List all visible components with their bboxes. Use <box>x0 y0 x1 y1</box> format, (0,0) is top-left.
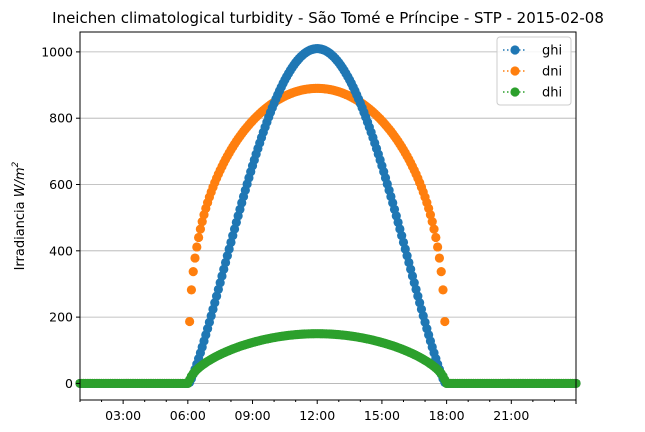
plot-frame <box>79 31 577 401</box>
y-axis-label: Irradiancia W/m2 <box>11 161 28 270</box>
dni-point-196 <box>427 216 437 227</box>
y-axis: 0 200 400 600 800 1000 <box>41 44 80 391</box>
dni-point-203 <box>440 316 450 327</box>
chart-title: Ineichen climatological turbidity - São … <box>52 9 604 27</box>
legend-label-ghi: ghi <box>542 44 562 59</box>
dni-point-63 <box>188 267 198 277</box>
y-axis-label-unit: W/m <box>13 167 28 197</box>
legend: ghi dni dhi <box>496 36 572 106</box>
x-tick-label-2: 09:00 <box>235 408 271 423</box>
x-tick-label-5: 18:00 <box>429 408 465 423</box>
dni-point-199 <box>433 242 443 252</box>
legend-label-dhi: dhi <box>542 86 562 101</box>
dni-point-67 <box>195 224 206 234</box>
series-layer <box>75 43 581 389</box>
x-tick-label-4: 15:00 <box>364 408 400 423</box>
y-axis-label-unit-exponent: 2 <box>11 161 21 167</box>
series-dhi <box>75 329 581 389</box>
dni-point-64 <box>190 253 200 263</box>
dni-point-202 <box>438 285 448 295</box>
x-tick-label-0: 03:00 <box>105 408 141 423</box>
dni-point-66 <box>194 232 204 243</box>
dni-point-65 <box>192 242 202 252</box>
dni-point-198 <box>431 232 441 243</box>
x-tick-label-6: 21:00 <box>493 408 529 423</box>
y-tick-label-5: 1000 <box>41 44 73 59</box>
y-axis-label-prefix: Irradiancia <box>13 197 28 270</box>
y-tick-label-0: 0 <box>65 376 73 391</box>
dni-point-200 <box>434 253 445 263</box>
y-tick-label-2: 400 <box>49 243 73 258</box>
y-tick-label-4: 800 <box>49 111 73 126</box>
dni-point-197 <box>429 224 439 234</box>
dni-point-62 <box>186 285 197 295</box>
y-tick-label-3: 600 <box>49 177 73 192</box>
dni-point-61 <box>185 316 195 327</box>
legend-marker-dhi <box>510 87 520 97</box>
legend-marker-dni <box>510 66 520 76</box>
dni-point-201 <box>436 267 446 277</box>
x-tick-label-3: 12:00 <box>299 408 335 423</box>
y-tick-label-1: 200 <box>49 310 73 325</box>
legend-label-dni: dni <box>542 65 562 80</box>
x-axis: 03:00 06:00 09:00 12:00 15:00 18:00 21:00 <box>79 400 577 423</box>
legend-marker-ghi <box>510 45 520 55</box>
x-tick-label-1: 06:00 <box>170 408 206 423</box>
